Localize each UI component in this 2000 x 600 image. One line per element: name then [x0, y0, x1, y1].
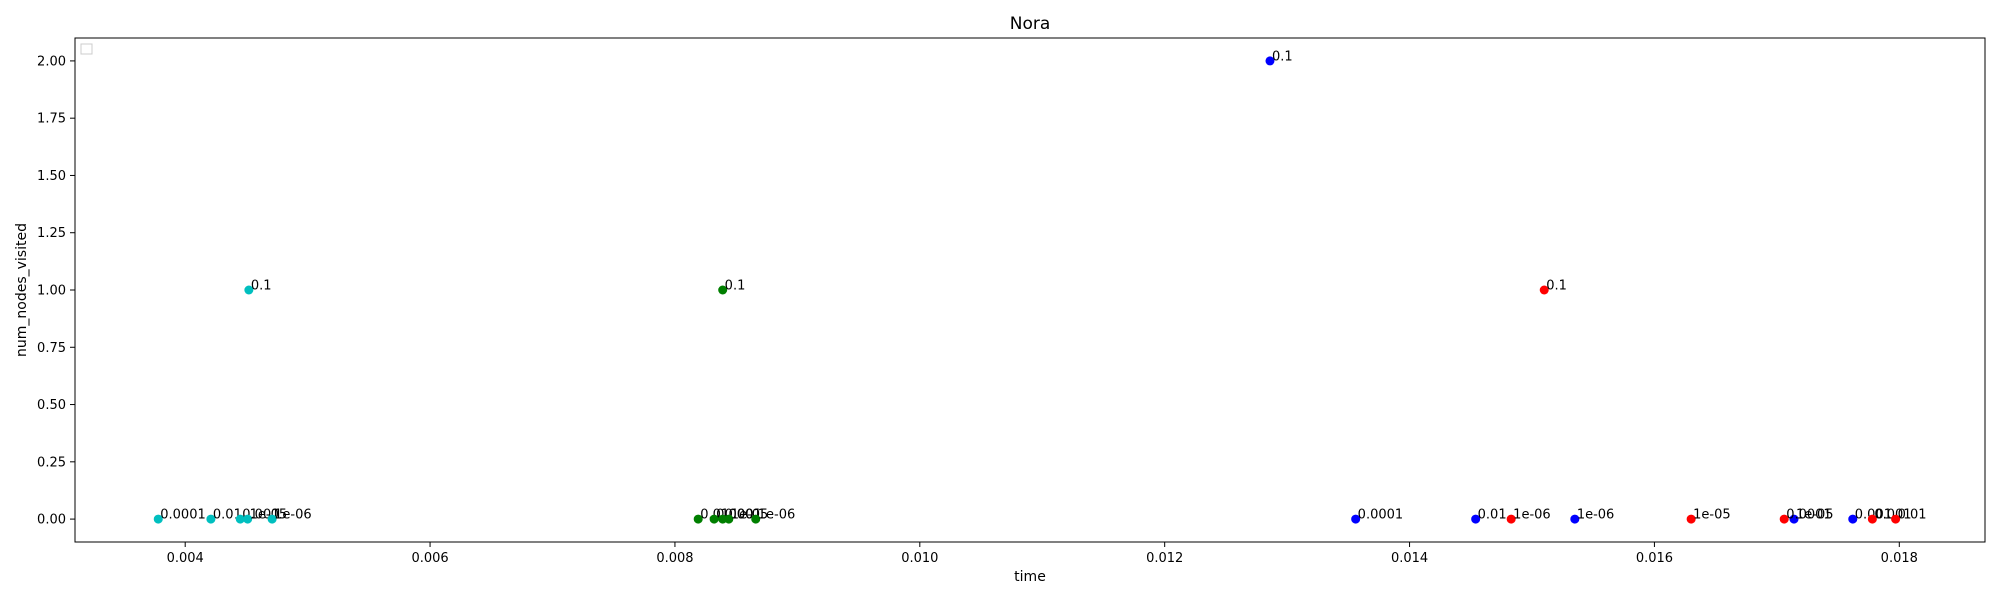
x-axis: 0.004 0.006 0.008 0.010 0.012 0.014 0.016 0.018 [167, 542, 1918, 566]
x-tick-label: 0.008 [656, 551, 693, 566]
data-point-label: 0.1 [725, 279, 746, 294]
y-tick-label: 1.50 [37, 169, 66, 184]
data-point [244, 285, 254, 295]
x-tick-label: 0.006 [411, 551, 448, 566]
data-point-label: 0.001 [1874, 508, 1911, 523]
x-tick-label: 0.018 [1881, 551, 1918, 566]
data-point [206, 514, 216, 524]
x-tick-label: 0.016 [1636, 551, 1673, 566]
data-point [1779, 514, 1789, 524]
y-tick-label: 2.00 [37, 54, 66, 69]
data-point [718, 285, 728, 295]
data-point-label: 1e-05 [250, 508, 288, 523]
data-point-label: 0.01 [213, 508, 242, 523]
data-point-label: 1e-06 [758, 508, 796, 523]
data-point [1686, 514, 1696, 524]
data-point-label: 0.01 [1478, 508, 1507, 523]
data-point-label: 0.1 [1272, 49, 1293, 64]
data-point [1265, 56, 1275, 66]
x-tick-label: 0.012 [1146, 551, 1183, 566]
y-tick-label: 0.50 [37, 398, 66, 413]
data-points: 0.00010.010.0010.11e-051e-060.010.00010.… [153, 49, 1927, 524]
data-point [1570, 514, 1580, 524]
chart-title: Nora [1010, 14, 1051, 34]
data-point [235, 514, 245, 524]
data-point-label: 0.0001 [1786, 508, 1832, 523]
data-point [1867, 514, 1877, 524]
data-point-label: 1e-05 [1693, 508, 1731, 523]
y-tick-label: 1.25 [37, 226, 66, 241]
legend-box [80, 43, 93, 55]
y-axis: 0.00 0.25 0.50 0.75 1.00 1.25 1.50 1.75 2.00 [37, 54, 75, 528]
data-point [1789, 514, 1799, 524]
data-point [693, 514, 703, 524]
data-point [1471, 514, 1481, 524]
data-point [1891, 514, 1901, 524]
y-tick-label: 0.75 [37, 341, 66, 356]
x-tick-label: 0.010 [901, 551, 938, 566]
data-point [153, 514, 163, 524]
x-tick-label: 0.004 [167, 551, 204, 566]
data-point [243, 514, 253, 524]
data-point-label: 1e-06 [1513, 508, 1551, 523]
data-point [1351, 514, 1361, 524]
y-tick-label: 1.00 [37, 284, 66, 299]
data-point [1506, 514, 1516, 524]
x-axis-label: time [1014, 569, 1046, 585]
data-point [709, 514, 719, 524]
data-point [1539, 285, 1549, 295]
y-tick-label: 1.75 [37, 112, 66, 127]
data-point-label: 0.01 [1898, 508, 1927, 523]
data-point [1848, 514, 1858, 524]
data-point-label: 1e-06 [1577, 508, 1615, 523]
data-point-label: 0.1 [251, 279, 272, 294]
data-point [724, 514, 734, 524]
y-axis-label: num_nodes_visited [14, 223, 30, 357]
data-point-label: 0.1 [1546, 279, 1567, 294]
data-point-label: 1e-05 [1796, 508, 1834, 523]
x-tick-label: 0.014 [1391, 551, 1428, 566]
data-point-label: 0.0001 [160, 508, 206, 523]
data-point [751, 514, 761, 524]
data-point-label: 0.0001 [1358, 508, 1404, 523]
y-tick-label: 0.00 [37, 513, 66, 528]
y-tick-label: 0.25 [37, 455, 66, 470]
data-point [267, 514, 277, 524]
data-point-label: 1e-06 [274, 508, 312, 523]
